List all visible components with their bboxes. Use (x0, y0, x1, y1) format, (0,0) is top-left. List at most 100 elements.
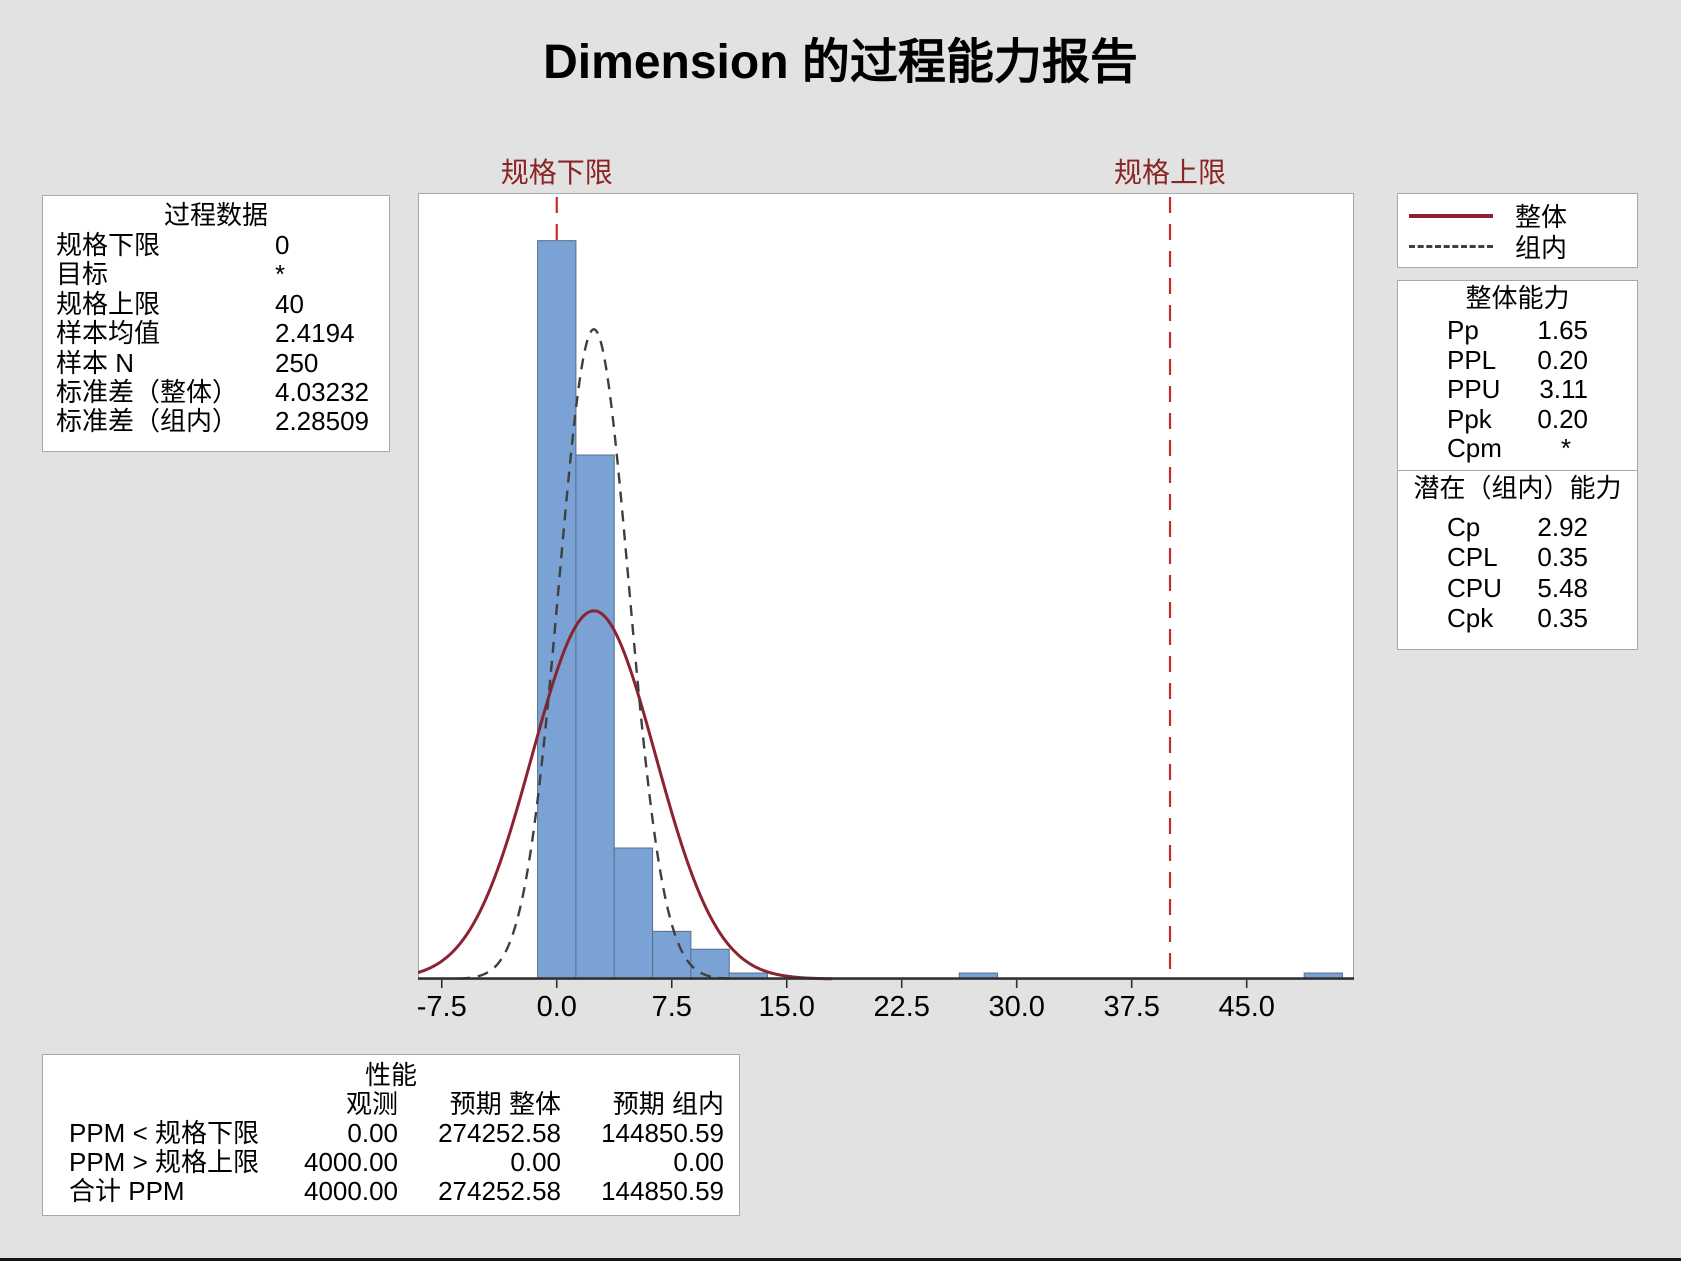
stat-value: 0.20 (1537, 403, 1588, 434)
legend-item-within: 组内 (1398, 231, 1637, 263)
lsl-label: 规格下限 (500, 157, 613, 188)
process-data-row: 标准差（组内） 2.28509 (43, 406, 389, 437)
window-bottom-border (0, 1258, 1681, 1261)
cell-value: 4000.00 (304, 1176, 398, 1206)
process-data-label: 目标 (56, 259, 109, 290)
process-data-label: 样本 N (56, 347, 135, 378)
x-tick-label: 45.0 (1218, 991, 1275, 1023)
stat-row: Pp 1.65 (1398, 315, 1637, 346)
column-header: 观测 (345, 1089, 398, 1119)
legend-item-overall: 整体 (1398, 200, 1637, 232)
process-data-label: 标准差（整体） (56, 377, 239, 408)
within-capability-section: 潜在（组内）能力 Cp 2.92 CPL 0.35 CPU 5.48 Cpk 0… (1398, 470, 1637, 649)
stat-label: Cpk (1447, 602, 1494, 633)
x-tick-label: 22.5 (873, 991, 930, 1023)
overall-capability-title: 整体能力 (1465, 283, 1570, 313)
within-line-icon (1409, 245, 1493, 248)
x-tick-label: -7.5 (416, 991, 467, 1023)
histogram-bar (652, 930, 692, 980)
legend-label: 组内 (1515, 233, 1568, 263)
process-data-value: 40 (275, 288, 304, 319)
process-data-row: 目标 * (43, 259, 389, 290)
row-label: 合计 PPM (69, 1176, 185, 1206)
process-data-value: * (275, 259, 286, 290)
overall-line-icon (1409, 213, 1493, 218)
performance-row: PPM < 规格下限 0.00 274252.58 144850.59 (43, 1119, 739, 1148)
x-tick-label: 37.5 (1103, 991, 1160, 1023)
stat-row: Cpm * (1398, 433, 1637, 464)
stat-label: Pp (1447, 315, 1479, 345)
performance-row: PPM > 规格上限 4000.00 0.00 0.00 (43, 1148, 739, 1177)
row-label: PPM < 规格下限 (69, 1118, 259, 1148)
cell-value: 274252.58 (438, 1118, 561, 1148)
stat-row: PPU 3.11 (1398, 374, 1637, 405)
process-data-row: 样本均值 2.4194 (43, 318, 389, 349)
overall-curve (418, 609, 832, 981)
process-data-panel: 过程数据 规格下限 0 目标 * 规格上限 40 样本均值 2.4194 样本 … (42, 195, 390, 452)
legend: 整体 组内 (1397, 193, 1638, 268)
overall-capability-section: 整体能力 Pp 1.65 PPL 0.20 PPU 3.11 Ppk 0.20 (1398, 281, 1637, 470)
process-data-value: 2.28509 (275, 406, 369, 437)
histogram-bar (613, 847, 654, 980)
stat-label: Ppk (1447, 403, 1492, 434)
stat-value: 2.92 (1537, 512, 1588, 542)
stat-row: CPL 0.35 (1398, 542, 1637, 572)
stat-label: PPL (1447, 344, 1497, 375)
process-data-value: 4.03232 (275, 377, 369, 408)
usl-label: 规格上限 (1114, 157, 1227, 188)
x-tick-label: 15.0 (758, 991, 815, 1023)
process-data-value: 2.4194 (275, 318, 355, 349)
stat-value: 0.35 (1537, 542, 1588, 573)
stat-value: 3.11 (1539, 374, 1588, 404)
cell-value: 144850.59 (601, 1176, 724, 1206)
cell-value: 144850.59 (601, 1118, 724, 1148)
stat-value: 1.65 (1537, 315, 1588, 345)
capability-panel: 整体能力 Pp 1.65 PPL 0.20 PPU 3.11 Ppk 0.20 (1397, 280, 1638, 650)
within-curve (458, 328, 729, 980)
process-data-row: 规格上限 40 (43, 288, 389, 319)
process-data-label: 标准差（组内） (56, 406, 239, 437)
stat-label: Cp (1447, 512, 1481, 542)
row-label: PPM > 规格上限 (69, 1147, 259, 1177)
performance-row: 合计 PPM 4000.00 274252.58 144850.59 (43, 1177, 739, 1206)
stat-value: 0.20 (1537, 344, 1588, 375)
cell-value: 0.00 (510, 1147, 561, 1177)
legend-label: 整体 (1515, 202, 1568, 232)
process-data-value: 250 (275, 347, 319, 378)
cell-value: 0.00 (673, 1147, 724, 1177)
histogram-bar (690, 948, 730, 980)
performance-title: 性能 (364, 1060, 417, 1090)
within-capability-title: 潜在（组内）能力 (1413, 473, 1622, 503)
x-tick-label: 30.0 (988, 991, 1045, 1023)
process-data-title: 过程数据 (163, 200, 268, 230)
stat-row: Cp 2.92 (1398, 512, 1637, 542)
page-title: Dimension 的过程能力报告 (543, 36, 1138, 89)
column-header: 预期 整体 (449, 1089, 561, 1119)
process-data-value: 0 (275, 230, 290, 260)
performance-panel: 性能 观测 预期 整体 预期 组内 PPM < 规格下限 0.00 274252… (42, 1054, 740, 1216)
stat-row: Ppk 0.20 (1398, 403, 1637, 435)
process-data-row: 标准差（整体） 4.03232 (43, 377, 389, 408)
stat-value: 5.48 (1537, 572, 1588, 603)
stat-row: Cpk 0.35 (1398, 603, 1637, 633)
cell-value: 274252.58 (438, 1176, 561, 1206)
stat-row: PPL 0.20 (1398, 344, 1637, 376)
histogram-bar (575, 454, 615, 980)
cell-value: 0.00 (347, 1118, 398, 1148)
process-data-label: 样本均值 (56, 318, 161, 349)
x-tick-label: 7.5 (651, 991, 692, 1023)
chart-canvas (418, 193, 1354, 988)
cell-value: 4000.00 (304, 1147, 398, 1177)
x-axis: -7.5 0.0 7.5 15.0 22.5 30.0 37.5 45.0 (417, 991, 1354, 1027)
stat-value: * (1560, 433, 1571, 463)
performance-header-row: 观测 预期 整体 预期 组内 (43, 1090, 739, 1119)
process-data-label: 规格上限 (56, 288, 161, 319)
stat-label: CPL (1447, 542, 1498, 573)
stat-row: CPU 5.48 (1398, 573, 1637, 603)
process-data-row: 样本 N 250 (43, 347, 389, 378)
process-data-row: 规格下限 0 (43, 230, 389, 260)
histogram-chart (418, 193, 1354, 993)
stat-label: PPU (1447, 374, 1501, 404)
stat-label: CPU (1447, 572, 1502, 603)
